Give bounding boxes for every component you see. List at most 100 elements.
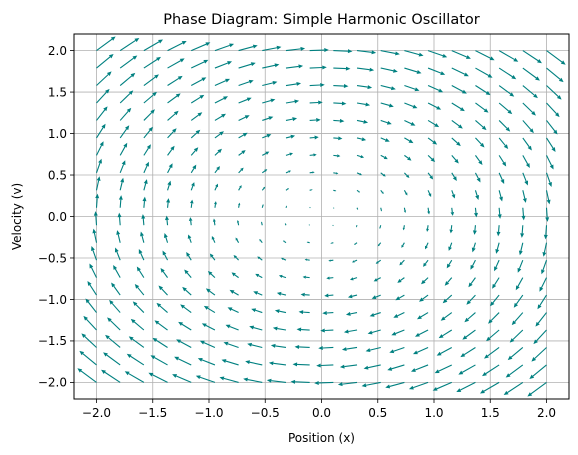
field-arrow — [404, 154, 412, 161]
field-arrow — [451, 85, 467, 94]
field-arrow — [119, 160, 126, 174]
field-arrow — [404, 102, 418, 109]
field-arrow — [363, 364, 381, 370]
field-arrow — [488, 312, 500, 324]
field-arrow — [142, 196, 147, 208]
field-arrow — [280, 257, 287, 261]
field-arrow — [404, 119, 416, 126]
field-arrow — [285, 117, 298, 122]
field-arrow — [387, 364, 405, 371]
field-arrow — [333, 207, 335, 209]
field-arrow — [309, 118, 321, 122]
field-arrow — [320, 328, 334, 333]
field-arrow — [195, 375, 216, 383]
field-arrow — [480, 381, 500, 394]
y-tick-label: −1.5 — [38, 334, 67, 348]
y-tick-label: 1.0 — [48, 127, 67, 141]
field-arrow — [318, 346, 334, 350]
field-arrow — [328, 259, 334, 262]
field-arrow — [522, 102, 536, 116]
field-arrow — [332, 224, 334, 227]
field-arrow — [294, 344, 310, 349]
field-arrow — [119, 90, 134, 104]
field-arrow — [333, 118, 345, 123]
field-arrow — [282, 240, 287, 244]
field-arrow — [403, 190, 408, 196]
field-arrow — [190, 164, 197, 174]
field-arrow — [214, 148, 222, 156]
field-arrow — [302, 275, 310, 279]
field-arrow — [427, 85, 444, 93]
field-arrow — [414, 329, 429, 337]
field-arrow — [401, 242, 405, 248]
field-arrow — [160, 267, 168, 278]
field-arrow — [404, 137, 414, 144]
field-arrow — [451, 67, 469, 77]
field-arrow — [356, 84, 373, 90]
y-tick-label: −0.5 — [38, 251, 67, 265]
y-axis-ticks: −2.0 −1.5 −1.0 −0.5 0.0 0.5 1.0 1.5 2.0 — [38, 44, 74, 390]
field-arrow — [119, 142, 128, 156]
field-arrow — [262, 134, 272, 139]
field-arrow — [529, 364, 547, 380]
field-arrow — [309, 48, 329, 53]
field-arrow — [212, 218, 216, 226]
field-arrow — [527, 381, 547, 397]
field-arrow — [333, 84, 349, 89]
field-arrow — [419, 294, 429, 302]
field-arrow — [513, 294, 524, 308]
field-arrow — [285, 99, 300, 104]
field-arrow — [285, 46, 306, 52]
field-arrow — [285, 170, 292, 174]
field-arrow — [191, 42, 211, 52]
field-arrow — [427, 190, 432, 197]
field-arrow — [285, 205, 288, 208]
field-arrow — [150, 355, 168, 366]
field-arrow — [498, 50, 519, 62]
field-arrow — [343, 329, 358, 334]
field-arrow — [308, 224, 310, 226]
field-arrow — [322, 311, 334, 315]
field-arrow — [492, 277, 500, 289]
field-arrow — [395, 294, 405, 301]
field-arrow — [119, 107, 132, 121]
field-arrow — [474, 207, 478, 218]
field-arrow — [182, 286, 192, 296]
field-arrow — [351, 259, 358, 263]
field-arrow — [421, 277, 429, 285]
field-arrow — [449, 225, 454, 234]
field-arrow — [285, 152, 294, 156]
field-arrow — [132, 301, 145, 313]
field-arrow — [403, 207, 407, 213]
field-arrow — [309, 83, 325, 87]
field-arrow — [403, 172, 410, 179]
field-arrow — [167, 163, 173, 174]
field-arrow — [298, 310, 310, 315]
field-arrow — [505, 364, 524, 378]
field-arrow — [214, 78, 231, 87]
field-arrow — [180, 304, 192, 313]
field-arrow — [261, 186, 266, 191]
field-arrow — [186, 252, 192, 261]
field-arrow — [245, 360, 263, 366]
field-arrow — [470, 259, 476, 270]
field-arrow — [424, 242, 429, 250]
field-arrow — [259, 238, 263, 244]
field-arrow — [96, 141, 104, 156]
field-arrow — [167, 93, 181, 104]
field-arrow — [404, 67, 422, 74]
field-arrow — [533, 329, 547, 345]
field-arrow — [546, 102, 560, 118]
field-arrow — [262, 98, 276, 104]
field-arrow — [451, 120, 463, 129]
field-arrow — [495, 242, 500, 254]
field-arrow — [285, 64, 304, 69]
field-arrow — [116, 230, 121, 243]
field-arrow — [427, 67, 446, 75]
field-arrow — [546, 50, 566, 65]
field-arrow — [162, 250, 169, 261]
field-arrow — [309, 153, 317, 157]
field-arrow — [214, 201, 217, 208]
field-arrow — [165, 215, 169, 226]
field-arrow — [464, 312, 476, 323]
